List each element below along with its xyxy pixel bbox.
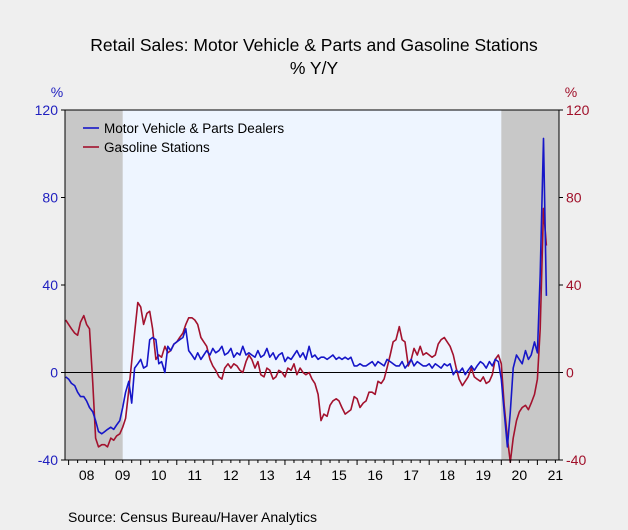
right-tick-label: 120 bbox=[566, 102, 590, 118]
legend-label-motor-vehicle: Motor Vehicle & Parts Dealers bbox=[104, 121, 284, 136]
x-tick-label: 21 bbox=[548, 467, 564, 483]
left-tick-label: 120 bbox=[35, 102, 59, 118]
x-tick-label: 10 bbox=[151, 467, 167, 483]
x-tick-label: 11 bbox=[188, 467, 203, 483]
x-tick-label: 20 bbox=[512, 467, 528, 483]
x-axis: 08 09 10 11 12 13 14 15 16 17 18 19 20 21 bbox=[68, 460, 564, 483]
series-line-motor-vehicle-parts bbox=[65, 137, 548, 448]
x-tick-label: 19 bbox=[475, 467, 491, 483]
legend-label-gasoline: Gasoline Stations bbox=[104, 140, 210, 155]
series-line-gasoline-stations bbox=[65, 207, 548, 463]
right-axis: -40 0 40 80 120 bbox=[559, 102, 590, 468]
x-tick-label: 09 bbox=[115, 467, 131, 483]
x-tick-label: 18 bbox=[439, 467, 455, 483]
right-tick-label: -40 bbox=[566, 452, 586, 468]
series-lines bbox=[65, 137, 548, 463]
right-tick-label: 0 bbox=[566, 365, 574, 381]
x-tick-label: 14 bbox=[295, 467, 311, 483]
recession-shading bbox=[65, 110, 559, 460]
right-axis-unit: % bbox=[565, 84, 577, 100]
legend: Motor Vehicle & Parts Dealers Gasoline S… bbox=[83, 121, 284, 155]
left-tick-label: 80 bbox=[42, 190, 58, 206]
right-tick-label: 80 bbox=[566, 190, 582, 206]
chart-title: Retail Sales: Motor Vehicle & Parts and … bbox=[90, 35, 538, 55]
left-tick-label: -40 bbox=[38, 452, 58, 468]
x-tick-label: 17 bbox=[403, 467, 419, 483]
left-axis: -40 0 40 80 120 bbox=[35, 102, 65, 468]
plot-area bbox=[65, 110, 559, 460]
x-tick-label: 08 bbox=[79, 467, 95, 483]
x-tick-label: 13 bbox=[259, 467, 275, 483]
left-tick-label: 40 bbox=[42, 277, 58, 293]
x-tick-label: 15 bbox=[331, 467, 347, 483]
x-tick-label: 12 bbox=[223, 467, 239, 483]
chart-subtitle: % Y/Y bbox=[290, 58, 339, 78]
right-tick-label: 40 bbox=[566, 277, 582, 293]
left-tick-label: 0 bbox=[50, 365, 58, 381]
x-tick-label: 16 bbox=[367, 467, 383, 483]
source-note: Source: Census Bureau/Haver Analytics bbox=[68, 509, 317, 525]
left-axis-unit: % bbox=[51, 84, 63, 100]
